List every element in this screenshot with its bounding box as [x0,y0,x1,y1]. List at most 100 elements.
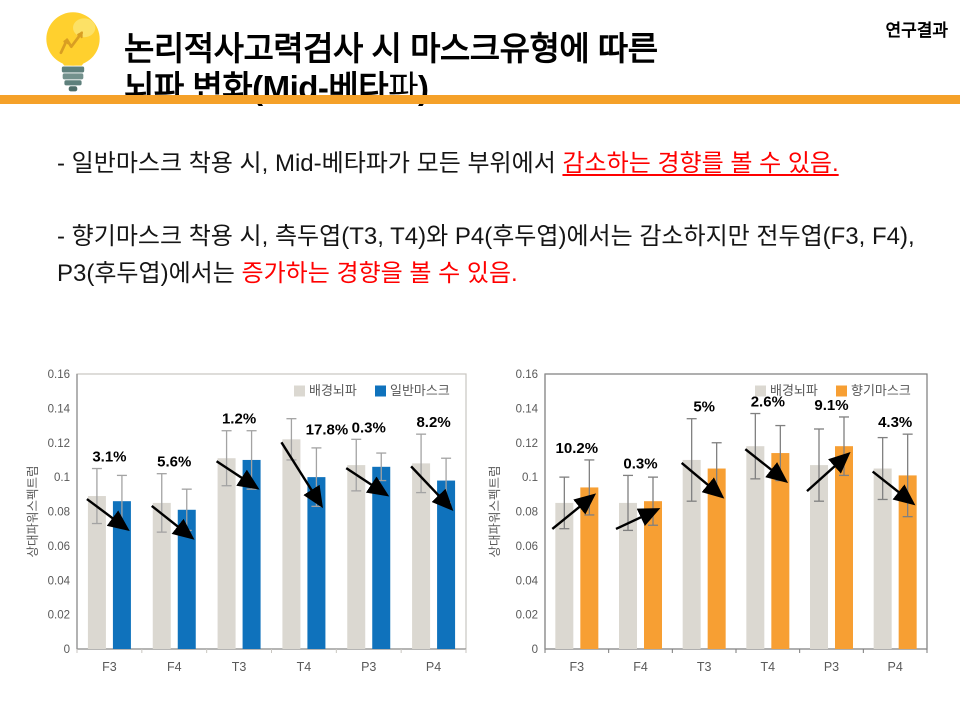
bar [873,468,892,649]
trend-arrow [744,448,789,484]
title-line2-close: ) [418,69,429,107]
y-tick-label: 0.1 [522,472,538,484]
change-label: 5% [693,399,715,416]
bar [707,468,726,649]
bullet-list: - 일반마스크 착용 시, Mid-베타파가 모든 부위에서 감소하는 경향를 … [57,146,927,329]
change-label: 9.1% [814,397,848,414]
x-axis-label: T4 [297,660,312,674]
y-tick-label: 0.12 [48,438,70,450]
y-tick-label: 0.08 [516,507,538,519]
x-axis-label: F4 [633,660,648,674]
y-tick-label: 0 [532,644,538,656]
bar [87,496,106,649]
charts-area: 0 0.02 0.04 0.06 0.08 0.1 0.12 0.14 0.16 F3 F4 T3 T4… [22,360,952,715]
x-axis-label: T4 [761,660,776,674]
change-label: 17.8% [306,422,349,439]
change-label: 10.2% [556,440,599,457]
bar [644,501,662,649]
trend-arrow [871,470,916,506]
bullet-scent-mask: - 향기마스크 착용 시, 측두엽(T3, T4)와 P4(후두엽)에서는 감소… [57,219,927,292]
y-tick-label: 0.04 [48,575,71,587]
change-label: 5.6% [157,454,191,471]
bar [810,465,828,649]
bar [682,459,701,649]
change-label: 1.2% [222,411,256,428]
change-label: 2.6% [751,394,785,411]
change-label: 0.3% [352,419,386,436]
y-tick-label: 0.14 [48,403,71,415]
y-tick-label: 0.06 [516,541,538,553]
trend-arrow [615,508,661,530]
trend-arrow [86,498,130,532]
y-tick-label: 0.02 [48,610,70,622]
legend-swatch [375,385,386,397]
x-axis-label: F4 [167,660,182,674]
bullet-scent-mask-text: - 향기마스크 착용 시, 측두엽(T3, T4)와 P4(후두엽)에서는 감소… [57,223,915,287]
x-axis-label: P4 [888,660,903,674]
bar [835,446,853,649]
plot-border [76,373,467,650]
legend-label: 배경뇌파 [770,383,818,398]
bar [771,453,790,649]
research-result-tag: 연구결과 [885,21,948,40]
lightbulb-icon-svg [46,12,100,92]
bar [112,501,131,649]
trend-arrow [551,493,597,530]
y-axis-title: 상대파워스펙트럼 [26,465,40,557]
y-tick-label: 0.06 [48,541,70,553]
x-axis-label: P3 [824,660,839,674]
legend-label: 일반마스크 [390,383,450,398]
x-axis-label: P3 [361,660,376,674]
y-axis-title: 상대파워스펙트럼 [488,465,502,557]
x-axis-label: F3 [570,660,585,674]
trend-arrow [680,462,725,499]
legend-label: 배경뇌파 [309,383,357,398]
bar [746,446,765,649]
bar [217,458,236,649]
bar [307,477,326,649]
title-line1: 논리적사고력검사 시 마스크유형에 따른 [124,30,658,68]
y-tick-label: 0.02 [516,610,538,622]
y-tick-label: 0 [64,644,70,656]
bar [347,465,366,649]
bar [555,502,574,649]
x-axis-label: T3 [697,660,712,674]
change-label: 3.1% [92,449,126,466]
bar [282,439,301,649]
lightbulb-icon [30,6,116,96]
legend-swatch [294,385,305,397]
bar [437,480,456,649]
trend-arrow [806,451,851,492]
y-tick-label: 0.1 [54,472,70,484]
bullet-normal-mask-highlight: 감소하는 경향를 볼 수 있음. [562,150,839,177]
bar [412,463,431,649]
trend-arrow [280,441,323,509]
x-axis-label: T3 [232,660,247,674]
y-tick-label: 0.16 [516,369,538,381]
chart-scent-mask: 0 0.02 0.04 0.06 0.08 0.1 0.12 0.14 0.16 F3 F4 T3 T4… [488,369,928,674]
y-tick-label: 0.04 [516,575,539,587]
y-tick-label: 0.16 [48,369,70,381]
bullet-scent-mask-highlight: 증가하는 경향을 볼 수 있음. [241,259,518,287]
trend-arrow [345,467,390,497]
trend-arrow [215,460,260,490]
legend-swatch [836,385,847,397]
change-label: 8.2% [416,414,450,431]
y-tick-label: 0.08 [48,507,70,519]
bar [580,487,599,649]
bar [152,502,171,649]
bullet-normal-mask-text: - 일반마스크 착용 시, Mid-베타파가 모든 부위에서 [57,150,563,177]
y-tick-label: 0.12 [516,438,538,450]
plot-border [544,373,928,650]
bullet-normal-mask: - 일반마스크 착용 시, Mid-베타파가 모든 부위에서 감소하는 경향를 … [57,146,927,182]
bar [177,509,196,649]
x-axis-label: P4 [426,660,441,674]
change-label: 4.3% [878,414,912,431]
legend-swatch [755,385,766,397]
x-axis-label: F3 [102,660,117,674]
chart-normal-mask: 0 0.02 0.04 0.06 0.08 0.1 0.12 0.14 0.16 F3 F4 T3 T4… [26,369,467,674]
change-label: 0.3% [623,455,657,472]
bar [898,475,917,649]
legend-label: 향기마스크 [851,383,911,398]
